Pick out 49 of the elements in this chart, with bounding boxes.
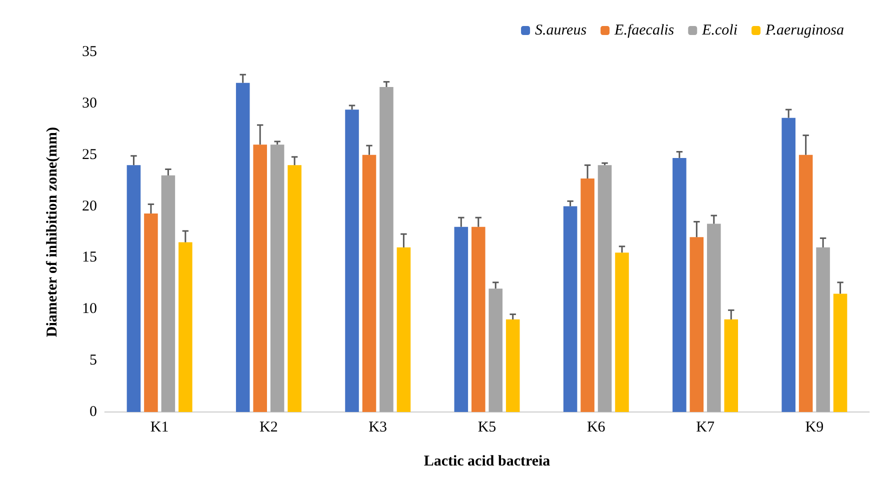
bar: [724, 319, 738, 412]
bar: [362, 154, 376, 412]
y-tick-label: 20: [82, 198, 97, 214]
bar: [253, 144, 267, 412]
bar: [672, 158, 686, 412]
x-tick-label: K2: [260, 420, 278, 436]
x-tick-label: K5: [478, 420, 496, 436]
bar: [798, 154, 813, 412]
legend-label: E.faecalis: [614, 22, 674, 38]
y-tick-label: 35: [82, 44, 97, 60]
bar: [598, 165, 612, 412]
y-tick-label: 25: [82, 146, 97, 163]
legend-label: P.aeruginosa: [764, 22, 844, 38]
bar: [707, 224, 721, 412]
bar: [615, 252, 629, 412]
bar: [178, 242, 192, 412]
bar: [380, 86, 394, 412]
bar: [506, 319, 520, 412]
bar: [144, 213, 158, 412]
bar: [690, 237, 704, 412]
bar: [454, 226, 468, 412]
x-axis-title: Lactic acid bactreia: [424, 454, 551, 470]
x-tick-label: K1: [150, 420, 169, 436]
bar: [288, 165, 302, 412]
legend-label: E.coli: [701, 22, 738, 38]
bar: [833, 294, 848, 412]
bar: [471, 226, 486, 412]
legend-label: S.aureus: [535, 22, 587, 38]
bar: [782, 118, 796, 412]
bar: [236, 82, 250, 412]
y-tick-label: 30: [82, 95, 97, 112]
y-tick-label: 15: [82, 250, 97, 266]
y-tick-label: 10: [82, 301, 97, 318]
bar: [816, 247, 830, 412]
bar: [161, 175, 176, 412]
x-tick-label: K3: [368, 420, 388, 436]
x-tick-label: K6: [586, 420, 606, 436]
y-axis-title: Diameter of inhibition zone(mm): [44, 126, 60, 338]
y-tick-label: 5: [90, 352, 97, 369]
bar: [270, 144, 284, 412]
x-tick-label: K7: [696, 420, 715, 436]
bar: [488, 288, 503, 412]
bar: [345, 110, 359, 412]
bar: [396, 247, 411, 412]
y-tick-label: 0: [90, 404, 97, 420]
x-tick-label: K9: [805, 420, 824, 436]
bar: [563, 206, 578, 412]
bar: [126, 165, 141, 412]
bar: [580, 178, 594, 412]
